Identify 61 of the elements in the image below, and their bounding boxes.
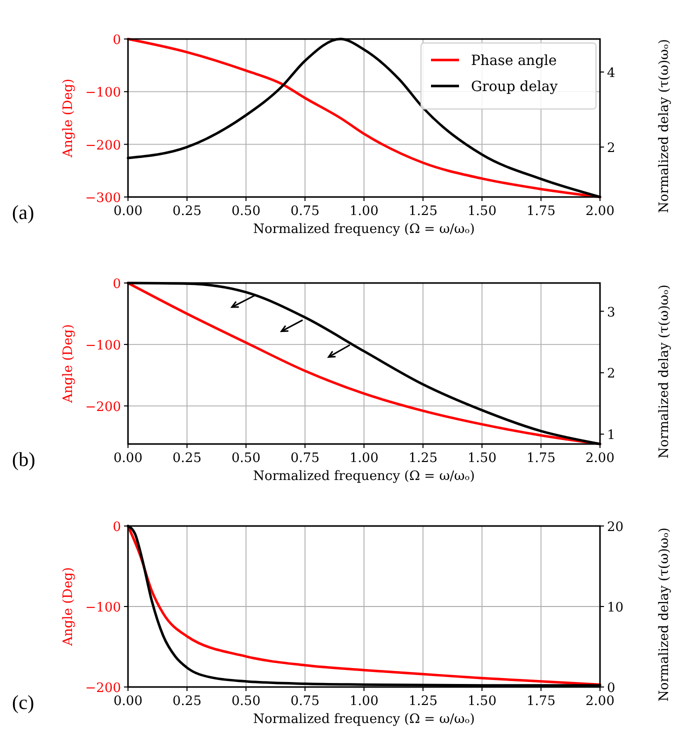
legend-label: Phase angle [471, 53, 557, 69]
y2-axis-title: Normalized delay (τ(ω)ωₒ) [657, 528, 672, 702]
x-tick-label: 0.75 [290, 451, 320, 466]
y2-axis-title: Normalized delay (τ(ω)ωₒ) [657, 284, 672, 458]
y2-tick-label: 3 [607, 305, 616, 320]
y-tick-label: −100 [85, 338, 121, 354]
x-tick-label: 1.75 [526, 451, 556, 466]
text: (a) [12, 202, 34, 224]
x-tick-label: 1.25 [408, 451, 438, 466]
y-axis-title: Angle (Deg) [61, 78, 76, 158]
y-tick-label: −100 [85, 600, 121, 616]
y-axis-title: Angle (Deg) [61, 567, 76, 647]
x-tick-label: 1.00 [350, 451, 378, 466]
y-axis-title: Angle (Deg) [61, 324, 76, 404]
x-tick-label: 1.25 [408, 694, 438, 709]
x-tick-label: 0.00 [114, 451, 142, 466]
x-tick-label: 0.00 [114, 204, 142, 219]
x-tick-label: 0.50 [232, 694, 260, 709]
x-tick-label: 1.50 [468, 204, 496, 219]
x-tick-label: 1.75 [526, 204, 556, 219]
x-tick-label: 1.50 [468, 451, 496, 466]
x-tick-label: 1.50 [468, 694, 496, 709]
x-axis-title: Normalized frequency (Ω = ω/ωₒ) [253, 712, 475, 727]
x-tick-label: 1.00 [350, 694, 378, 709]
x-tick-label: 1.25 [408, 204, 438, 219]
y-tick-label: −200 [85, 400, 121, 415]
x-tick-label: 0.75 [290, 694, 320, 709]
x-tick-label: 2.00 [586, 694, 614, 709]
y-tick-label: −200 [85, 138, 121, 154]
y-tick-label: 0 [112, 33, 121, 48]
legend-label: Group delay [471, 79, 558, 95]
y2-tick-label: 2 [607, 366, 616, 382]
y-tick-label: −200 [85, 681, 121, 696]
x-axis-title: Normalized frequency (Ω = ω/ωₒ) [253, 469, 475, 484]
x-tick-label: 0.50 [232, 451, 260, 466]
y-tick-label: −300 [85, 191, 121, 206]
x-tick-label: 0.25 [172, 694, 202, 709]
x-tick-label: 2.00 [586, 451, 614, 466]
y-tick-label: 0 [112, 520, 121, 535]
y2-tick-label: 1 [607, 428, 616, 444]
y2-tick-label: 0 [607, 681, 616, 696]
text: (c) [12, 692, 34, 714]
text: (b) [12, 449, 36, 471]
line-series [126, 38, 602, 198]
y2-tick-label: 4 [607, 66, 616, 82]
x-tick-label: 0.50 [232, 204, 260, 219]
y2-tick-label: 20 [607, 520, 624, 535]
y2-axis-title: Normalized delay (τ(ω)ωₒ) [657, 39, 672, 213]
y2-tick-label: 10 [607, 600, 624, 616]
x-axis-title: Normalized frequency (Ω = ω/ωₒ) [253, 222, 475, 237]
y-tick-label: −100 [85, 86, 121, 101]
x-tick-label: 1.00 [350, 204, 378, 219]
x-tick-label: 0.00 [114, 694, 142, 709]
x-tick-label: 0.75 [290, 204, 320, 219]
x-tick-label: 0.25 [172, 204, 202, 219]
y-tick-label: 0 [112, 277, 121, 292]
x-tick-label: 0.25 [172, 451, 202, 466]
x-tick-label: 2.00 [586, 204, 614, 219]
x-tick-label: 1.75 [526, 694, 556, 709]
line-series [126, 282, 602, 446]
y2-tick-label: 2 [607, 141, 616, 156]
